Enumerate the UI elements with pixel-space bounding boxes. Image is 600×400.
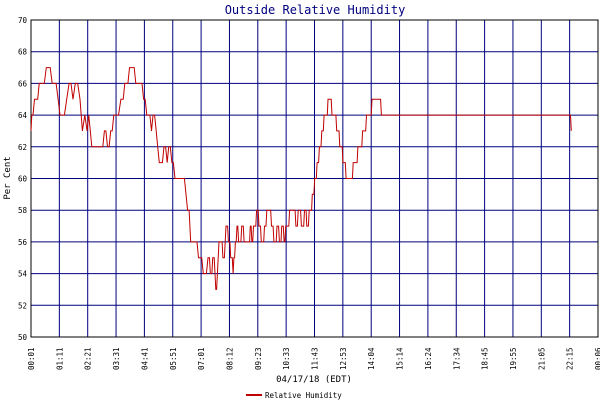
- x-tick-label: 16:24: [424, 347, 433, 370]
- y-tick-label: 58: [18, 206, 28, 215]
- y-tick-label: 64: [18, 111, 28, 120]
- x-tick-label: 17:34: [452, 347, 461, 370]
- x-tick-label: 03:31: [112, 347, 121, 370]
- x-tick-label: 18:45: [481, 347, 490, 370]
- x-tick-label: 14:04: [367, 347, 376, 370]
- series-line-relative-humidity: [30, 67, 572, 290]
- x-tick-label: 08:12: [225, 347, 234, 370]
- legend-label: Relative Humidity: [265, 391, 342, 400]
- plot-frame: [30, 19, 599, 338]
- x-tick-label: 00:01: [27, 347, 36, 370]
- grid: [31, 20, 598, 337]
- y-tick-label: 50: [18, 333, 28, 342]
- x-axis-ticks: 00:01 01:11 02:21 03:31 04:41 05:51 07:01 08:12…: [27, 347, 600, 370]
- chart-title: Outside Relative Humidity: [225, 3, 406, 17]
- x-tick-label: 12:53: [339, 347, 348, 370]
- x-tick-label: 15:14: [396, 347, 405, 370]
- y-axis-ticks: 50 52 54 56 58 60 62 64 66 68 70: [18, 16, 28, 342]
- y-tick-label: 56: [18, 238, 28, 247]
- x-tick-label: 11:43: [311, 347, 320, 370]
- y-tick-label: 60: [18, 175, 28, 184]
- y-tick-label: 68: [18, 48, 28, 57]
- y-tick-label: 70: [18, 16, 28, 25]
- x-tick-label: 07:01: [197, 347, 206, 370]
- x-tick-label: 10:33: [282, 347, 291, 370]
- x-tick-label: 19:55: [509, 347, 518, 370]
- x-tick-label: 22:15: [566, 347, 575, 370]
- x-axis-label: 04/17/18 (EDT): [276, 375, 352, 385]
- x-tick-label: 09:23: [254, 347, 263, 370]
- x-tick-label: 05:51: [169, 347, 178, 370]
- x-tick-label: 04:41: [140, 347, 149, 370]
- x-tick-label: 21:05: [537, 347, 546, 370]
- y-tick-label: 52: [18, 301, 27, 310]
- y-axis-label: Per Cent: [3, 156, 13, 199]
- y-tick-label: 66: [18, 79, 28, 88]
- x-tick-label: 02:21: [84, 347, 93, 370]
- y-tick-label: 54: [18, 270, 28, 279]
- x-tick-label: 00:06: [594, 347, 600, 370]
- legend: Relative Humidity: [246, 391, 342, 400]
- x-tick-label: 01:11: [55, 347, 64, 370]
- y-tick-label: 62: [18, 143, 27, 152]
